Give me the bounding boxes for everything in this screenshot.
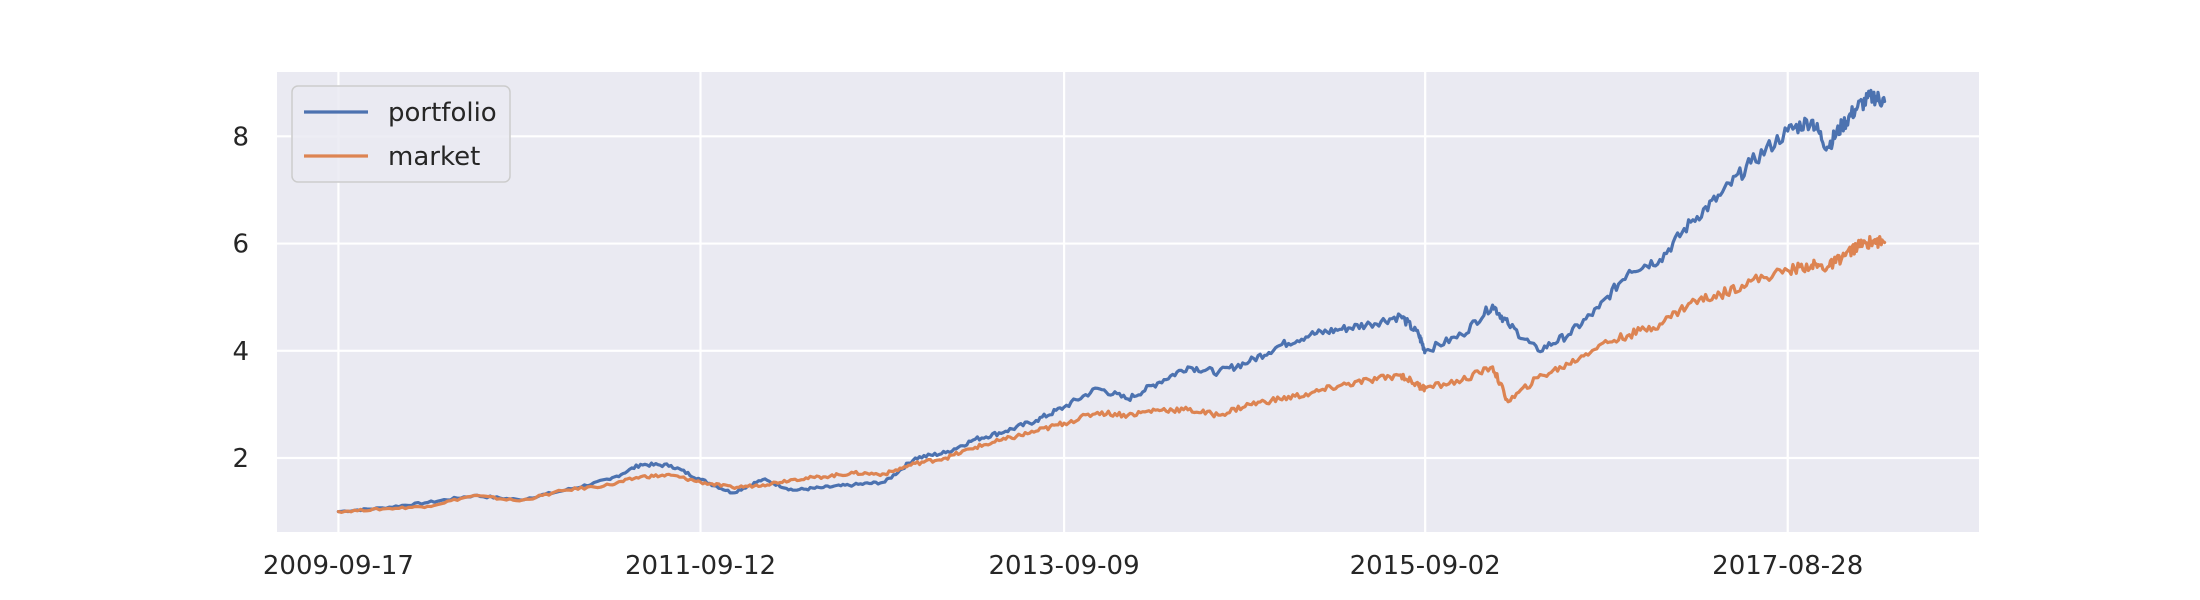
y-tick-labels: 2 4 6 8 [232, 122, 249, 474]
x-tick-label: 2009-09-17 [263, 551, 414, 581]
legend-box [291, 85, 511, 183]
y-tick-label: 2 [232, 444, 249, 474]
legend-label-portfolio: portfolio [388, 98, 497, 128]
y-gridlines [277, 135, 1979, 460]
x-tick-label: 2015-09-02 [1350, 551, 1501, 581]
x-tick-label: 2017-08-28 [1712, 551, 1863, 581]
x-tick-labels: 2009-09-17 2011-09-12 2013-09-09 2015-09-02… [263, 551, 1863, 581]
series-lines [336, 88, 1887, 514]
series-line-portfolio [336, 88, 1887, 514]
series-line-market [336, 235, 1887, 514]
x-tick-label: 2013-09-09 [989, 551, 1140, 581]
y-tick-label: 6 [232, 230, 249, 260]
y-tick-label: 4 [232, 337, 249, 367]
x-tick-label: 2011-09-12 [625, 551, 776, 581]
legend: portfolio market [291, 85, 511, 183]
x-gridlines [337, 72, 1789, 532]
y-tick-label: 8 [232, 122, 249, 152]
legend-label-market: market [388, 142, 480, 172]
plot-background [277, 72, 1979, 532]
